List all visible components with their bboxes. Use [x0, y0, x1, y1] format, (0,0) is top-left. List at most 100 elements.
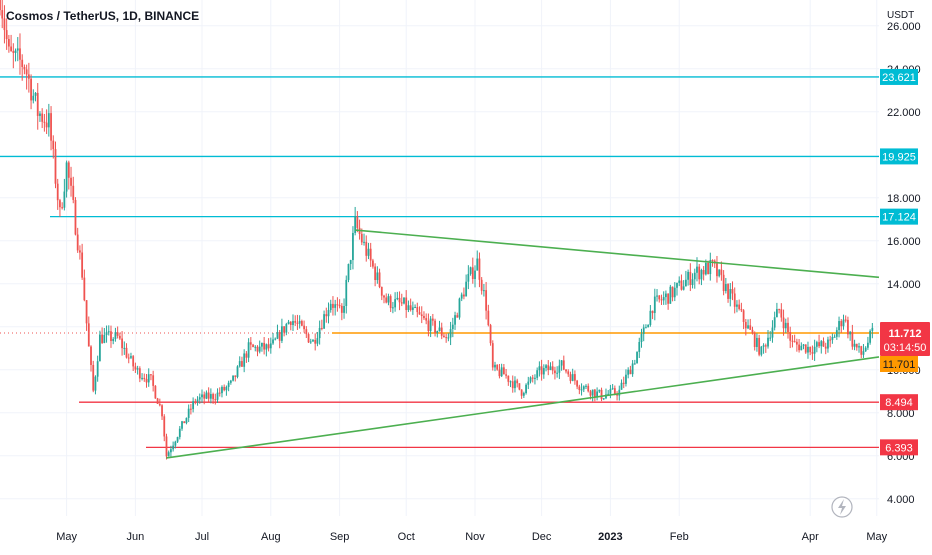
candle-body: [691, 279, 694, 285]
candle-body: [869, 330, 872, 343]
candle-body: [416, 307, 419, 313]
candle-body: [30, 78, 32, 101]
candle-body: [871, 327, 874, 331]
candle-body: [147, 374, 150, 383]
candle-body: [618, 389, 621, 396]
y-tick-label: 22.000: [887, 107, 921, 119]
candle-body: [385, 297, 388, 303]
candle-body: [318, 327, 321, 339]
candle-body: [649, 310, 652, 325]
candle-body: [751, 329, 754, 334]
candle-body: [529, 377, 532, 382]
candle-body: [769, 337, 772, 339]
candle-body: [804, 344, 807, 353]
candle-body: [700, 269, 703, 280]
candle-body: [72, 185, 75, 200]
candle-body: [474, 270, 476, 280]
candle-body: [234, 375, 237, 377]
candle-body: [782, 317, 785, 329]
trendline-lower: [166, 356, 880, 459]
candle-body: [645, 327, 647, 329]
candle-body: [471, 267, 474, 280]
candle-body: [438, 327, 441, 331]
candle-body: [189, 408, 192, 410]
level-tag: [880, 394, 918, 411]
candle-body: [629, 369, 632, 375]
candle-body: [21, 59, 24, 68]
candle-body: [831, 337, 834, 340]
x-tick-label: Apr: [802, 531, 819, 543]
candle-body: [345, 279, 348, 307]
candle-body: [252, 344, 254, 348]
candle-body: [753, 333, 756, 347]
candle-body: [820, 341, 823, 347]
candle-body: [458, 298, 461, 318]
candle-body: [56, 183, 59, 201]
candle-body: [842, 319, 845, 327]
candle-body: [178, 428, 181, 438]
candle-body: [436, 330, 439, 333]
candle-body: [469, 267, 472, 274]
y-tick-label: 26.000: [887, 21, 921, 33]
candle-body: [154, 385, 157, 399]
candle-body: [143, 377, 146, 380]
candle-body: [70, 177, 72, 186]
candle-body: [130, 356, 132, 358]
candle-body: [800, 345, 803, 351]
candle-body: [374, 266, 377, 281]
candle-body: [665, 293, 667, 298]
candle-body: [61, 207, 64, 209]
candle-body: [620, 382, 623, 390]
lightning-icon[interactable]: [831, 496, 853, 518]
candle-body: [591, 389, 594, 396]
candle-body: [136, 368, 139, 370]
candle-body: [258, 346, 261, 352]
candle-body: [303, 325, 305, 330]
candle-body: [12, 50, 15, 53]
candle-body: [494, 364, 496, 368]
candle-body: [678, 280, 681, 283]
candle-body: [767, 337, 769, 347]
candle-body: [325, 314, 328, 317]
candle-body: [300, 321, 303, 326]
candle-body: [716, 263, 718, 277]
candle-body: [309, 341, 312, 343]
current-price-tag: [880, 321, 930, 356]
candle-body: [425, 318, 428, 321]
candle-body: [261, 342, 263, 347]
candle-body: [736, 304, 738, 307]
candle-body: [3, 18, 6, 31]
candle-body: [844, 319, 847, 321]
candle-body: [656, 295, 658, 297]
candle-body: [272, 339, 274, 344]
candle-body: [287, 321, 290, 325]
candle-body: [216, 392, 219, 400]
candle-body: [170, 449, 172, 453]
candle-body: [500, 367, 503, 377]
candle-body: [65, 162, 68, 192]
candle-body: [798, 344, 800, 351]
candle-body: [276, 332, 279, 339]
candle-body: [338, 305, 341, 307]
candle-body: [478, 258, 481, 280]
candle-body: [256, 346, 259, 352]
candle-body: [380, 286, 383, 296]
x-tick-label: Dec: [532, 531, 552, 543]
candle-body: [356, 216, 359, 228]
candle-body: [116, 332, 119, 336]
candle-body: [101, 334, 104, 343]
level-tag: [880, 148, 918, 165]
candle-body: [724, 284, 727, 292]
level-tag: [880, 439, 918, 456]
candle-body: [163, 416, 166, 437]
candle-body: [682, 286, 685, 290]
candle-body: [764, 345, 767, 347]
level-tag-text: 17.124: [882, 212, 916, 224]
candle-body: [547, 365, 550, 371]
candle-body: [693, 272, 696, 280]
candle-body: [294, 321, 297, 323]
candle-body: [447, 337, 450, 339]
candle-body: [833, 336, 836, 338]
candle-body: [562, 360, 565, 370]
